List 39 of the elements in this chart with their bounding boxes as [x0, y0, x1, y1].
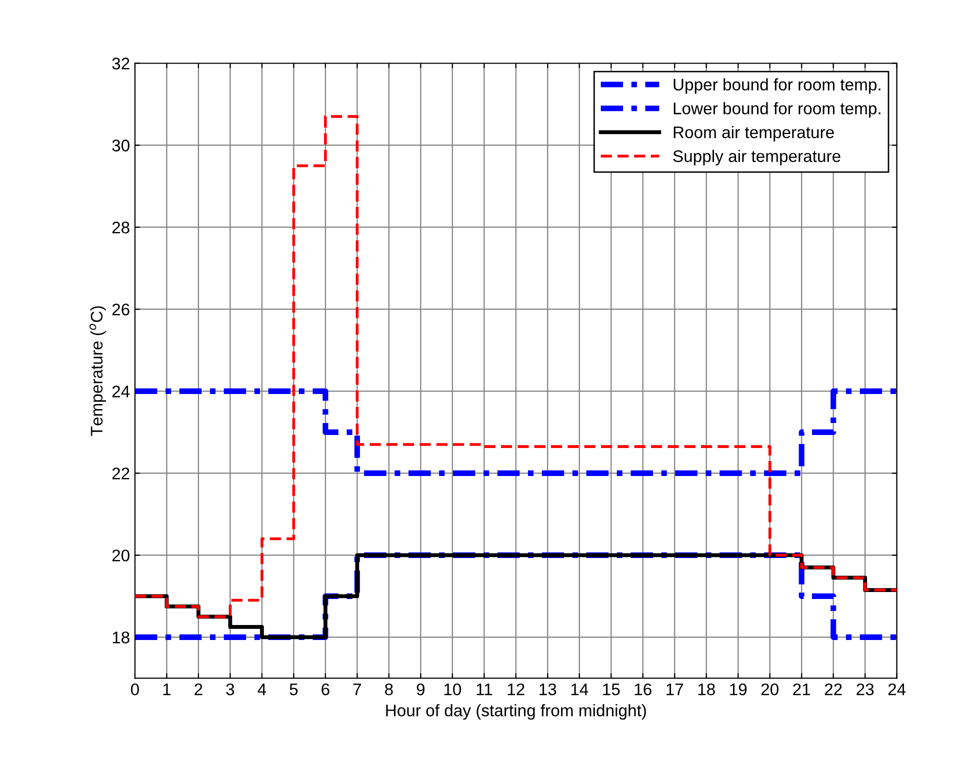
legend-label: Lower bound for room temp. — [674, 102, 880, 118]
x-tick-label: 9 — [416, 683, 425, 696]
x-tick-label: 4 — [258, 684, 266, 696]
x-tick-label: 19 — [730, 683, 747, 696]
legend-label: Upper bound for room temp. — [674, 78, 880, 94]
x-tick-label: 11 — [476, 684, 492, 696]
x-tick-label: 2 — [194, 683, 202, 696]
y-tick-label: 30 — [112, 140, 130, 152]
x-tick-label: 10 — [444, 683, 462, 696]
x-tick-label: 7 — [353, 684, 361, 696]
x-tick-label: 8 — [385, 683, 393, 696]
x-tick-label: 21 — [793, 683, 810, 696]
x-tick-label: 20 — [761, 683, 778, 696]
x-tick-label: 15 — [603, 684, 620, 696]
y-tick-label: 22 — [112, 468, 130, 480]
y-tick-label: 26 — [112, 304, 130, 316]
x-tick-label: 22 — [824, 683, 842, 696]
y-axis-title: Temperature ($^{o}$C) — [90, 306, 106, 436]
y-tick-label: 28 — [112, 222, 130, 234]
y-tick-label: 24 — [112, 386, 130, 398]
legend-label: Room air temperature — [674, 126, 834, 142]
x-tick-label: 13 — [540, 683, 556, 696]
x-tick-label: 1 — [163, 684, 171, 696]
x-tick-label: 24 — [888, 683, 906, 696]
x-tick-label: 3 — [226, 683, 234, 696]
x-tick-label: 23 — [856, 683, 874, 696]
y-tick-label: 20 — [112, 550, 130, 562]
x-tick-label: 12 — [508, 683, 524, 696]
x-tick-label: 6 — [322, 683, 330, 696]
x-tick-label: 14 — [571, 684, 588, 696]
x-tick-label: 5 — [290, 684, 298, 696]
x-tick-label: 16 — [634, 683, 652, 696]
x-tick-label: 0 — [130, 683, 139, 696]
y-tick-label: 32 — [112, 58, 130, 70]
x-axis-title: Hour of day (starting from midnight) — [386, 704, 646, 720]
x-tick-label: 17 — [666, 684, 684, 696]
x-tick-label: 18 — [698, 683, 715, 696]
y-tick-label: 18 — [112, 632, 130, 644]
legend-label: Supply air temperature — [673, 150, 840, 166]
